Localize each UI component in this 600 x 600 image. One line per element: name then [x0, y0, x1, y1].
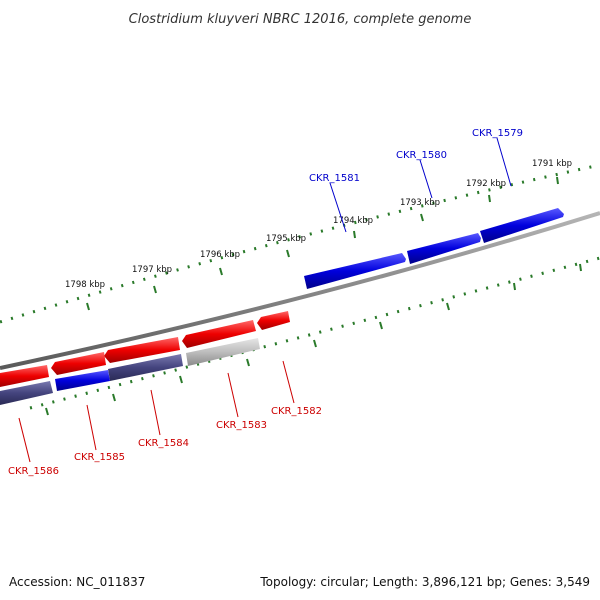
gene-ckr-1584-lower[interactable] — [108, 354, 183, 381]
gene-ckr-1581[interactable] — [304, 253, 406, 289]
label-ckr-1581[interactable]: CKR_1581 — [309, 173, 360, 184]
reverse-genes-lower — [0, 338, 260, 405]
inner-major-tick — [179, 375, 183, 384]
label-ckr-1585[interactable]: CKR_1585 — [74, 452, 125, 463]
reverse-label-leaders — [18, 360, 295, 463]
outer-major-tick — [286, 249, 290, 258]
leader-ckr-1581 — [329, 182, 347, 233]
forward-label-leaders — [329, 137, 512, 233]
map-title: Clostridium kluyveri NBRC 12016, complet… — [129, 12, 472, 27]
reverse-genes-upper — [0, 311, 290, 387]
scale-label: 1798 kbp — [65, 280, 105, 290]
inner-major-tick — [246, 358, 250, 367]
gene-ckr-1586-lower[interactable] — [0, 381, 53, 405]
outer-major-tick — [86, 302, 90, 311]
scale-label: 1794 kbp — [333, 216, 373, 226]
label-ckr-1583[interactable]: CKR_1583 — [216, 420, 267, 431]
genome-backbone — [0, 211, 600, 370]
scale-label: 1795 kbp — [266, 234, 306, 244]
outer-major-tick — [153, 285, 157, 294]
accession-text: Accession: NC_011837 — [9, 575, 145, 589]
leader-ckr-1583 — [227, 372, 239, 418]
gene-ckr-1579[interactable] — [480, 208, 564, 243]
scale-labels: 1791 kbp 1792 kbp 1793 kbp 1794 kbp 1795… — [65, 159, 572, 290]
leader-ckr-1586 — [18, 417, 31, 463]
gene-ckr-1582[interactable] — [257, 311, 290, 330]
outer-major-tick — [556, 176, 559, 185]
reverse-gene-labels: CKR_1582 CKR_1583 CKR_1584 CKR_1585 CKR_… — [8, 406, 322, 477]
label-ckr-1582[interactable]: CKR_1582 — [271, 406, 322, 417]
outer-major-tick — [488, 194, 491, 203]
gene-ckr-1583-lower[interactable] — [186, 338, 260, 366]
scale-label: 1797 kbp — [132, 265, 172, 275]
inner-major-tick — [579, 263, 582, 272]
inner-major-tick — [45, 407, 49, 416]
gene-ckr-1583-upper[interactable] — [182, 320, 256, 348]
scale-label: 1791 kbp — [532, 159, 572, 169]
forward-gene-labels: CKR_1581 CKR_1580 CKR_1579 — [309, 128, 523, 184]
scale-label: 1796 kbp — [200, 250, 240, 260]
outer-scale-ring — [0, 163, 600, 324]
inner-major-tick — [379, 321, 383, 330]
inner-major-tick — [112, 393, 116, 402]
leader-ckr-1585 — [86, 404, 97, 451]
label-ckr-1586[interactable]: CKR_1586 — [8, 466, 59, 477]
forward-genes — [304, 208, 564, 289]
outer-major-ticks — [86, 176, 559, 311]
gene-ckr-1585-lower[interactable] — [55, 370, 110, 391]
leader-ckr-1582 — [282, 360, 295, 404]
outer-major-tick — [219, 267, 223, 276]
gene-ckr-1584-upper[interactable] — [104, 337, 180, 363]
gene-ckr-1586-upper[interactable] — [0, 365, 49, 387]
gene-ckr-1580[interactable] — [407, 233, 481, 264]
leader-ckr-1584 — [150, 389, 161, 436]
outer-major-tick — [420, 213, 424, 222]
leader-ckr-1579 — [496, 137, 512, 187]
inner-major-tick — [513, 282, 516, 291]
label-ckr-1584[interactable]: CKR_1584 — [138, 438, 189, 449]
genome-summary-text: Topology: circular; Length: 3,896,121 bp… — [259, 575, 590, 589]
inner-major-ticks — [45, 263, 582, 416]
leader-ckr-1580 — [419, 159, 433, 199]
gene-ckr-1585-upper[interactable] — [51, 352, 106, 375]
inner-major-tick — [313, 339, 317, 348]
label-ckr-1580[interactable]: CKR_1580 — [396, 150, 447, 161]
label-ckr-1579[interactable]: CKR_1579 — [472, 128, 523, 139]
scale-label: 1792 kbp — [466, 179, 506, 189]
inner-major-tick — [446, 302, 450, 311]
scale-label: 1793 kbp — [400, 198, 440, 208]
outer-major-tick — [353, 230, 356, 239]
